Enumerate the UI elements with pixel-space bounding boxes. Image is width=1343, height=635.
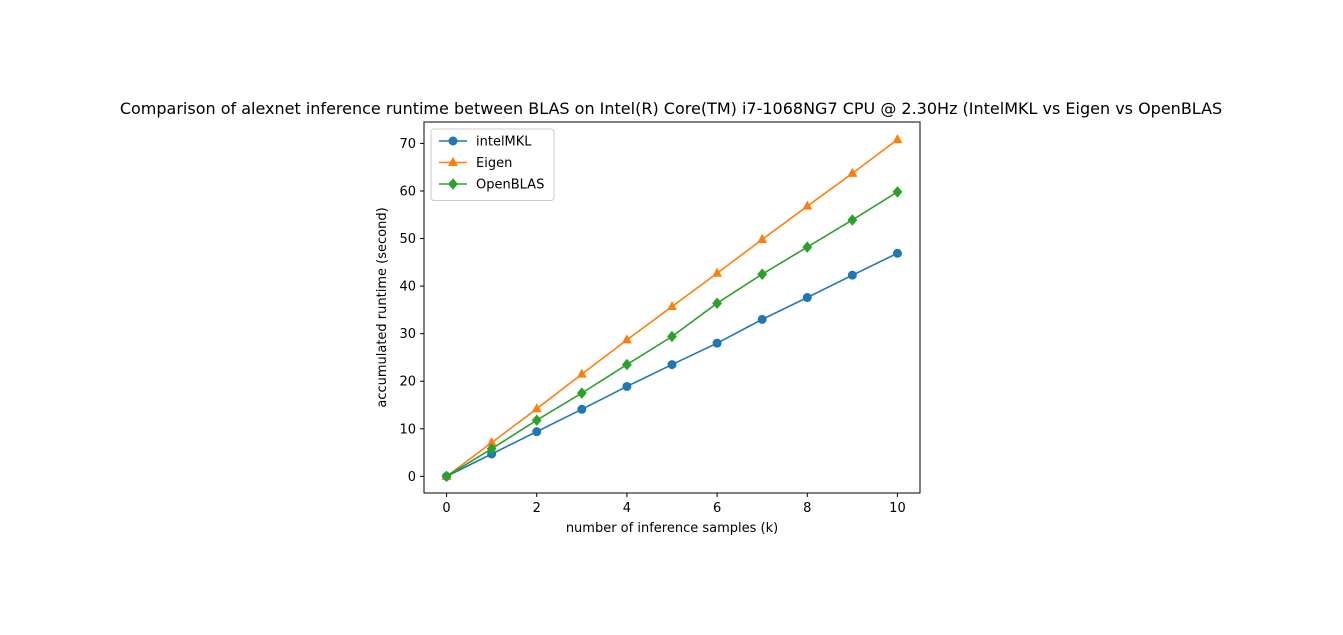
data-point-openblas [892,186,903,198]
data-point-openblas [576,387,587,399]
axes-frame [423,121,921,494]
data-point-openblas [712,297,722,309]
y-tick-label: 50 [399,232,416,247]
legend-item-openblas: OpenBLAS [439,178,544,193]
series-openblas [441,186,903,483]
data-point-eigen [667,300,677,311]
x-axis: 0 2 4 6 8 10 [442,493,906,516]
x-tick-label: 0 [442,501,450,516]
legend-marker-intelmkl [448,136,458,146]
legend-item-intelmkl: intelMKL [439,135,532,150]
data-point-intelmkl [712,338,722,348]
data-point-intelmkl [847,270,857,280]
y-tick-label: 10 [399,422,416,437]
series-eigen [441,133,903,480]
y-axis-label: accumulated runtime (second) [375,207,390,407]
data-point-intelmkl [532,427,542,437]
chart-title: Comparison of alexnet inference runtime … [120,99,1222,118]
legend: intelMKL Eigen OpenBLAS [430,128,555,201]
x-tick-label: 6 [713,501,721,516]
data-point-eigen [892,133,903,144]
plot-area [441,133,903,483]
y-tick-label: 70 [399,137,416,152]
data-point-eigen [712,267,723,277]
y-axis: 0 10 20 30 40 50 60 70 [399,137,424,485]
series-intelmkl [442,248,902,481]
data-point-openblas [622,358,632,371]
x-tick-label: 8 [803,501,811,516]
legend-box [430,128,555,201]
data-point-intelmkl [622,381,632,391]
data-point-openblas [667,330,677,343]
x-tick-label: 10 [889,501,906,516]
legend-label-openblas: OpenBLAS [476,178,544,193]
data-point-intelmkl [757,314,767,324]
data-point-intelmkl [802,293,812,303]
data-point-openblas [802,241,813,253]
legend-marker-openblas [448,178,458,190]
data-point-openblas [486,442,497,455]
data-point-openblas [757,268,768,280]
data-point-eigen [847,167,858,177]
legend-marker-eigen [448,156,458,166]
y-tick-label: 30 [399,327,416,342]
legend-label-intelmkl: intelMKL [476,135,532,150]
x-tick-label: 4 [623,501,631,516]
data-point-eigen [531,403,542,413]
data-point-eigen [757,233,768,243]
y-tick-label: 20 [399,375,416,390]
data-point-eigen [802,200,813,210]
y-tick-label: 60 [399,184,416,199]
data-point-openblas [847,214,858,226]
data-point-intelmkl [892,248,902,258]
data-point-eigen [621,334,632,344]
x-axis-label: number of inference samples (k) [566,521,778,536]
legend-item-eigen: Eigen [439,156,512,171]
data-point-eigen [576,368,587,378]
x-tick-label: 2 [533,501,541,516]
y-tick-label: 0 [408,470,416,485]
legend-label-eigen: Eigen [476,156,512,171]
data-point-intelmkl [667,360,677,370]
data-point-openblas [441,470,452,483]
data-point-intelmkl [577,404,587,414]
y-tick-label: 40 [399,280,416,295]
data-point-openblas [531,414,542,426]
